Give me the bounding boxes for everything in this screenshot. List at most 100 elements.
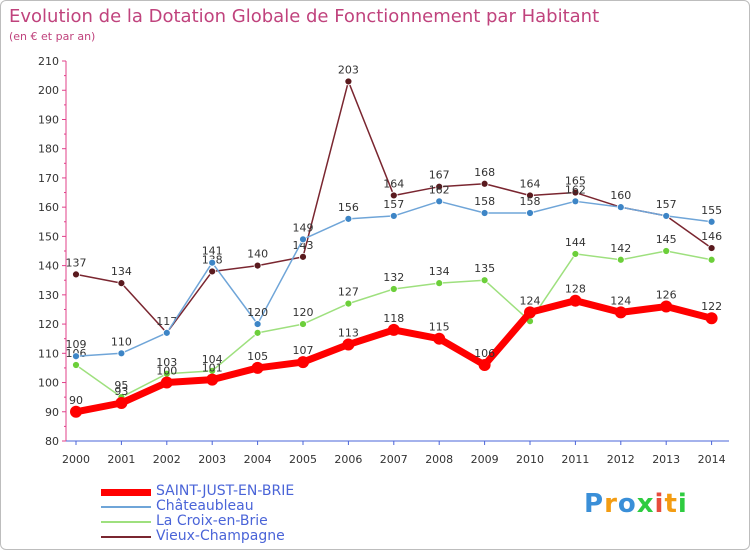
data-point [253,328,262,337]
data-label: 128 [565,283,586,296]
data-point [389,191,398,200]
data-label: 101 [202,362,223,375]
data-point [616,203,625,212]
x-tick-label: 2004 [244,453,272,466]
data-label: 120 [293,306,314,319]
data-point [251,361,264,374]
data-point [435,279,444,288]
y-tick-label: 110 [38,347,59,360]
data-label: 134 [111,265,132,278]
y-tick-label: 150 [38,230,59,243]
data-point [299,235,307,244]
logo-letter: t [664,489,678,519]
data-point [707,255,716,264]
x-tick-label: 2002 [153,453,181,466]
data-point [660,300,673,313]
proxiti-logo: Proxiti [584,489,688,519]
y-tick-label: 140 [38,260,59,273]
data-label: 164 [520,177,541,190]
data-label: 104 [202,353,223,366]
data-point [342,338,355,351]
y-tick-label: 80 [45,435,59,448]
data-point [344,214,353,223]
legend-swatch [101,521,151,523]
data-point [253,261,262,270]
data-point [117,279,126,288]
legend-label: Châteaubleau [156,498,254,514]
data-label: 135 [474,262,495,275]
logo-letter: i [677,489,688,519]
data-point [614,306,627,319]
data-point [435,197,444,206]
data-point [707,217,716,226]
data-point [208,258,217,267]
chart-subtitle: (en € et par an) [9,30,96,43]
legend-swatch [101,536,151,538]
data-label: 158 [520,195,541,208]
data-label: 165 [565,175,586,188]
data-label: 157 [383,198,404,211]
x-tick-label: 2010 [516,453,544,466]
data-label: 162 [565,183,586,196]
x-tick-label: 2008 [425,453,453,466]
data-label: 103 [156,356,177,369]
legend-label: La Croix-en-Brie [156,513,268,529]
data-point [662,247,671,255]
data-point [478,359,491,371]
data-label: 155 [701,204,722,217]
data-point [707,244,716,252]
data-label: 115 [429,321,450,334]
y-tick-label: 160 [38,201,59,214]
data-label: 109 [66,338,87,351]
data-label: 134 [429,265,450,278]
x-tick-label: 2012 [607,453,635,466]
data-point [480,276,489,285]
x-tick-label: 2009 [471,453,499,466]
data-label: 107 [293,344,314,357]
data-label: 124 [520,294,541,307]
logo-letter: o [617,489,637,519]
data-point [344,77,353,86]
data-point [480,179,489,188]
data-label: 124 [610,294,631,307]
legend-swatch [101,506,151,508]
data-label: 203 [338,63,359,76]
x-tick-label: 2003 [198,453,226,466]
data-label: 93 [114,385,128,398]
data-point [526,191,534,200]
data-label: 149 [293,221,314,234]
data-label: 160 [610,189,631,202]
data-label: 100 [156,365,177,378]
data-point [433,332,446,345]
data-label: 141 [202,245,223,258]
x-tick-label: 2006 [334,453,362,466]
x-tick-label: 2014 [698,453,726,466]
data-label: 164 [383,177,404,190]
data-label: 158 [474,195,495,208]
x-tick-label: 2000 [62,453,90,466]
data-label: 122 [701,300,722,313]
y-tick-label: 210 [38,55,59,68]
data-point [72,361,80,369]
data-label: 145 [656,233,677,246]
data-point [297,356,309,369]
y-tick-label: 120 [38,318,59,331]
data-point [435,182,444,191]
y-tick-label: 180 [38,143,59,156]
data-label: 162 [429,183,450,196]
data-point [571,197,580,206]
data-label: 137 [66,256,87,269]
x-tick-label: 2001 [107,453,135,466]
data-point [117,349,126,358]
data-point [72,352,80,361]
legend-label: Vieux-Champagne [156,528,285,544]
y-tick-label: 170 [38,172,59,185]
data-point [571,188,580,197]
data-label: 110 [111,335,132,348]
data-label: 118 [383,312,404,325]
data-point [70,405,82,418]
logo-letter: x [636,489,655,519]
data-label: 156 [338,201,359,214]
data-label: 95 [114,379,128,392]
